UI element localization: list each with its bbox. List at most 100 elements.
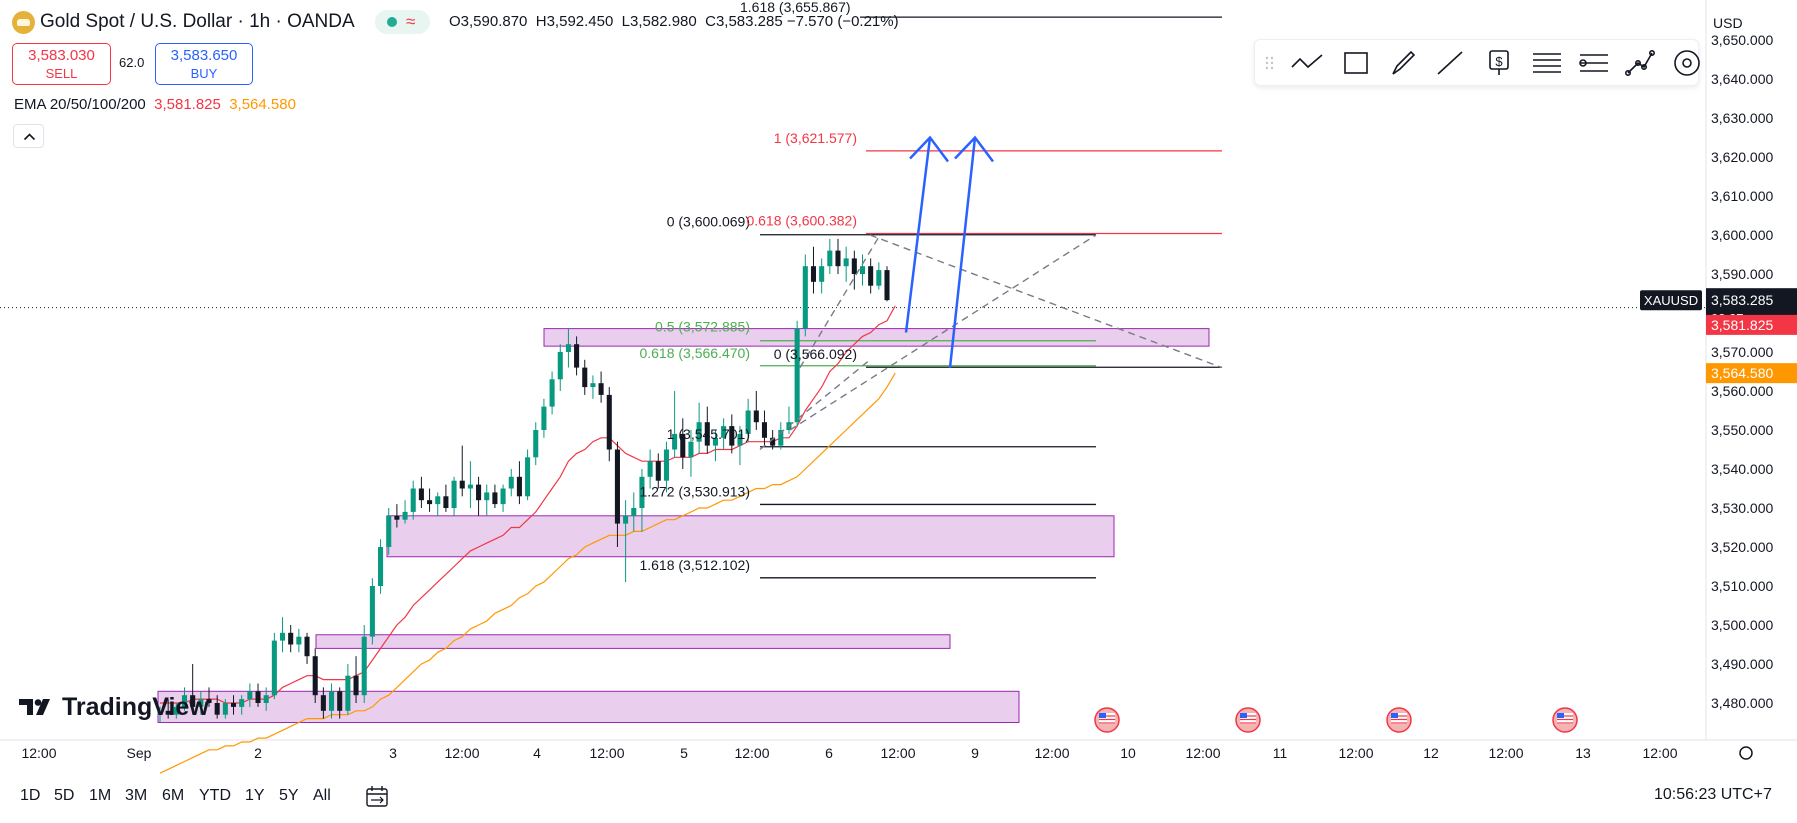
candle-body[interactable] xyxy=(222,703,228,715)
candle-body[interactable] xyxy=(810,266,817,282)
rectangle-icon[interactable] xyxy=(1344,52,1368,74)
indicator-legend[interactable]: EMA 20/50/100/200 3,581.825 3,564.580 xyxy=(14,96,296,113)
candle-body[interactable] xyxy=(745,410,751,434)
us-economic-event-icon[interactable] xyxy=(1235,707,1261,733)
candle-body[interactable] xyxy=(394,515,400,520)
hide-drawings-icon[interactable] xyxy=(1674,50,1700,76)
projection-arrow[interactable] xyxy=(904,137,932,333)
price-tag-icon[interactable]: $ xyxy=(1489,50,1509,75)
candle-body[interactable] xyxy=(606,394,612,450)
candle-body[interactable] xyxy=(508,476,514,489)
candle-body[interactable] xyxy=(476,484,482,501)
candle-body[interactable] xyxy=(198,699,204,707)
candle-body[interactable] xyxy=(876,270,882,286)
timeframe-5d[interactable]: 5D xyxy=(54,787,75,804)
buy-button[interactable]: 3,583.650 BUY xyxy=(155,43,253,85)
candle-body[interactable] xyxy=(386,515,392,547)
candle-body[interactable] xyxy=(802,266,808,329)
candle-body[interactable] xyxy=(361,636,367,696)
candle-body[interactable] xyxy=(181,695,188,707)
candle-body[interactable] xyxy=(271,640,277,696)
candle-body[interactable] xyxy=(484,492,490,501)
candle-body[interactable] xyxy=(623,515,629,524)
candle-body[interactable] xyxy=(378,547,384,586)
candle-body[interactable] xyxy=(737,433,743,446)
candle-body[interactable] xyxy=(516,476,522,497)
candle-body[interactable] xyxy=(631,508,637,516)
candle-body[interactable] xyxy=(672,433,678,450)
candle-body[interactable] xyxy=(868,266,874,286)
candle-body[interactable] xyxy=(557,352,563,380)
candle-body[interactable] xyxy=(827,250,833,267)
candle-body[interactable] xyxy=(753,410,759,423)
candle-body[interactable] xyxy=(402,511,408,520)
timeframe-1m[interactable]: 1M xyxy=(89,787,112,804)
brush-icon[interactable] xyxy=(1392,50,1416,75)
projection-arrow[interactable] xyxy=(948,137,977,368)
candle-body[interactable] xyxy=(500,488,506,505)
candle-body[interactable] xyxy=(582,367,588,388)
market-status-pill[interactable] xyxy=(375,10,430,34)
fib-lines-icon[interactable] xyxy=(1533,53,1561,73)
supply-demand-zone[interactable] xyxy=(157,690,1020,723)
dashed-trend-line[interactable] xyxy=(799,234,881,368)
calendar-range-icon[interactable] xyxy=(364,784,390,810)
candle-body[interactable] xyxy=(173,706,179,715)
candle-body[interactable] xyxy=(721,426,727,438)
candle-body[interactable] xyxy=(492,492,498,505)
candle-body[interactable] xyxy=(598,383,604,395)
timeframe-5y[interactable]: 5Y xyxy=(279,787,299,804)
supply-demand-zone[interactable] xyxy=(386,515,1115,558)
candle-body[interactable] xyxy=(794,328,800,423)
timeframe-1y[interactable]: 1Y xyxy=(245,787,265,804)
candle-body[interactable] xyxy=(190,695,196,707)
timeframe-ytd[interactable]: YTD xyxy=(199,787,231,804)
path-icon[interactable] xyxy=(1625,50,1656,77)
symbol-title[interactable]: Gold Spot / U.S. Dollar · 1h · OANDA xyxy=(40,11,355,32)
candle-body[interactable] xyxy=(345,675,351,711)
candle-body[interactable] xyxy=(459,480,465,489)
ema50-line[interactable] xyxy=(159,372,896,774)
candle-body[interactable] xyxy=(843,258,849,267)
candle-body[interactable] xyxy=(288,632,294,645)
clock-timezone[interactable]: 10:56:23 UTC+7 xyxy=(1654,786,1772,803)
candle-body[interactable] xyxy=(574,344,580,368)
candle-body[interactable] xyxy=(712,437,718,446)
candle-body[interactable] xyxy=(835,250,841,267)
candle-body[interactable] xyxy=(770,437,776,446)
candle-body[interactable] xyxy=(255,691,261,703)
candle-body[interactable] xyxy=(761,422,768,438)
candle-body[interactable] xyxy=(704,422,710,446)
trend-line-icon[interactable] xyxy=(1291,54,1323,69)
candle-body[interactable] xyxy=(467,484,473,489)
candle-body[interactable] xyxy=(230,703,237,707)
dashed-trend-line[interactable] xyxy=(869,234,1223,369)
candle-body[interactable] xyxy=(157,710,163,715)
candle-body[interactable] xyxy=(778,430,784,446)
dashed-trend-line[interactable] xyxy=(789,234,1097,431)
candle-body[interactable] xyxy=(353,675,359,696)
candle-body[interactable] xyxy=(337,691,343,711)
candle-body[interactable] xyxy=(312,656,318,696)
candle-body[interactable] xyxy=(206,699,212,703)
us-economic-event-icon[interactable] xyxy=(1552,707,1578,733)
candle-body[interactable] xyxy=(435,496,441,505)
candle-body[interactable] xyxy=(663,449,669,481)
candle-body[interactable] xyxy=(884,270,890,301)
fib-fan-icon[interactable] xyxy=(1579,54,1608,72)
candle-body[interactable] xyxy=(680,433,686,458)
candle-body[interactable] xyxy=(647,461,653,477)
candle-body[interactable] xyxy=(296,636,302,645)
currency-select[interactable]: USD xyxy=(1713,15,1743,31)
candle-body[interactable] xyxy=(320,695,326,711)
candle-body[interactable] xyxy=(639,476,645,508)
candle-body[interactable] xyxy=(369,586,375,637)
us-economic-event-icon[interactable] xyxy=(1094,707,1120,733)
sell-button[interactable]: 3,583.030 SELL xyxy=(12,43,111,85)
candle-body[interactable] xyxy=(688,441,694,458)
candle-body[interactable] xyxy=(410,488,416,512)
candle-body[interactable] xyxy=(696,422,702,442)
candle-body[interactable] xyxy=(443,496,449,508)
timeframe-3m[interactable]: 3M xyxy=(125,787,148,804)
